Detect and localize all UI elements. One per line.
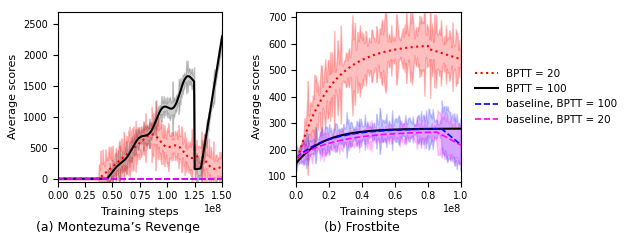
X-axis label: Training steps: Training steps <box>340 207 417 217</box>
Text: 1e8: 1e8 <box>204 204 222 214</box>
Legend: BPTT = 20, BPTT = 100, baseline, BPTT = 100, baseline, BPTT = 20: BPTT = 20, BPTT = 100, baseline, BPTT = … <box>471 65 621 129</box>
Text: 1e8: 1e8 <box>442 204 461 214</box>
Text: (b) Frostbite: (b) Frostbite <box>324 221 399 233</box>
Y-axis label: Average scores: Average scores <box>8 54 17 139</box>
X-axis label: Training steps: Training steps <box>101 207 179 217</box>
Y-axis label: Average scores: Average scores <box>252 54 262 139</box>
Text: (a) Montezuma’s Revenge: (a) Montezuma’s Revenge <box>36 221 200 233</box>
